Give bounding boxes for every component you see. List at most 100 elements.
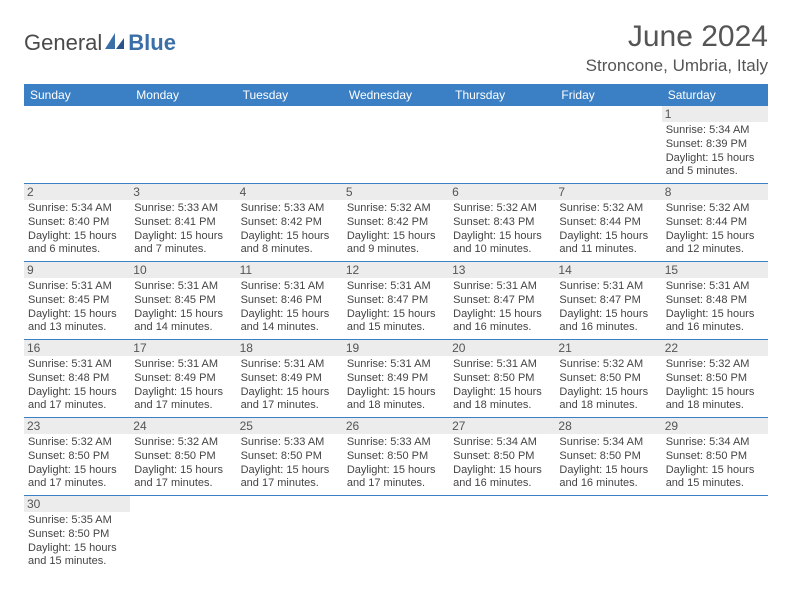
logo-sail-icon — [104, 30, 126, 56]
day-number: 29 — [662, 418, 768, 434]
day-number: 13 — [449, 262, 555, 278]
sunset-text: Sunset: 8:50 PM — [134, 450, 232, 464]
calendar-week-row: 1Sunrise: 5:34 AMSunset: 8:39 PMDaylight… — [24, 106, 768, 184]
sunrise-text: Sunrise: 5:31 AM — [666, 280, 764, 294]
day-number: 15 — [662, 262, 768, 278]
sunset-text: Sunset: 8:49 PM — [347, 372, 445, 386]
calendar-day-cell: 13Sunrise: 5:31 AMSunset: 8:47 PMDayligh… — [449, 262, 555, 340]
daylight-text: Daylight: 15 hours — [241, 308, 339, 322]
daylight-text: Daylight: 15 hours — [28, 386, 126, 400]
daylight-text: Daylight: 15 hours — [453, 464, 551, 478]
calendar-week-row: 23Sunrise: 5:32 AMSunset: 8:50 PMDayligh… — [24, 418, 768, 496]
calendar-day-cell: 2Sunrise: 5:34 AMSunset: 8:40 PMDaylight… — [24, 184, 130, 262]
daylight-text: and 17 minutes. — [134, 399, 232, 413]
sunset-text: Sunset: 8:47 PM — [347, 294, 445, 308]
daylight-text: Daylight: 15 hours — [666, 386, 764, 400]
calendar-week-row: 16Sunrise: 5:31 AMSunset: 8:48 PMDayligh… — [24, 340, 768, 418]
sunrise-text: Sunrise: 5:35 AM — [28, 514, 126, 528]
daylight-text: and 18 minutes. — [666, 399, 764, 413]
daylight-text: Daylight: 15 hours — [666, 152, 764, 166]
weekday-header: Tuesday — [237, 84, 343, 106]
day-number: 6 — [449, 184, 555, 200]
day-number: 24 — [130, 418, 236, 434]
sunset-text: Sunset: 8:44 PM — [559, 216, 657, 230]
day-number: 23 — [24, 418, 130, 434]
calendar-day-cell — [343, 496, 449, 574]
daylight-text: and 14 minutes. — [134, 321, 232, 335]
day-number: 3 — [130, 184, 236, 200]
daylight-text: and 17 minutes. — [241, 399, 339, 413]
sunrise-text: Sunrise: 5:31 AM — [347, 358, 445, 372]
day-number: 16 — [24, 340, 130, 356]
day-number: 9 — [24, 262, 130, 278]
day-number: 22 — [662, 340, 768, 356]
daylight-text: and 18 minutes. — [347, 399, 445, 413]
title-block: June 2024 Stroncone, Umbria, Italy — [586, 20, 768, 76]
daylight-text: Daylight: 15 hours — [347, 464, 445, 478]
calendar-day-cell: 18Sunrise: 5:31 AMSunset: 8:49 PMDayligh… — [237, 340, 343, 418]
daylight-text: Daylight: 15 hours — [134, 230, 232, 244]
sunrise-text: Sunrise: 5:32 AM — [559, 358, 657, 372]
daylight-text: and 15 minutes. — [28, 555, 126, 569]
sunrise-text: Sunrise: 5:34 AM — [28, 202, 126, 216]
sunset-text: Sunset: 8:50 PM — [28, 450, 126, 464]
sunset-text: Sunset: 8:48 PM — [28, 372, 126, 386]
day-number: 26 — [343, 418, 449, 434]
calendar-day-cell — [449, 106, 555, 184]
day-number: 2 — [24, 184, 130, 200]
day-number: 1 — [662, 106, 768, 122]
sunset-text: Sunset: 8:45 PM — [28, 294, 126, 308]
calendar-day-cell: 21Sunrise: 5:32 AMSunset: 8:50 PMDayligh… — [555, 340, 661, 418]
daylight-text: and 17 minutes. — [28, 477, 126, 491]
sunset-text: Sunset: 8:42 PM — [347, 216, 445, 230]
daylight-text: and 5 minutes. — [666, 165, 764, 179]
sunrise-text: Sunrise: 5:31 AM — [134, 358, 232, 372]
sunset-text: Sunset: 8:50 PM — [453, 450, 551, 464]
daylight-text: Daylight: 15 hours — [453, 308, 551, 322]
sunset-text: Sunset: 8:40 PM — [28, 216, 126, 230]
daylight-text: Daylight: 15 hours — [666, 308, 764, 322]
sunrise-text: Sunrise: 5:33 AM — [241, 436, 339, 450]
calendar-day-cell: 5Sunrise: 5:32 AMSunset: 8:42 PMDaylight… — [343, 184, 449, 262]
calendar-day-cell: 24Sunrise: 5:32 AMSunset: 8:50 PMDayligh… — [130, 418, 236, 496]
sunset-text: Sunset: 8:42 PM — [241, 216, 339, 230]
daylight-text: Daylight: 15 hours — [28, 464, 126, 478]
calendar-day-cell — [555, 106, 661, 184]
sunset-text: Sunset: 8:46 PM — [241, 294, 339, 308]
sunrise-text: Sunrise: 5:32 AM — [666, 358, 764, 372]
daylight-text: and 9 minutes. — [347, 243, 445, 257]
daylight-text: and 17 minutes. — [28, 399, 126, 413]
calendar-day-cell: 9Sunrise: 5:31 AMSunset: 8:45 PMDaylight… — [24, 262, 130, 340]
weekday-header: Monday — [130, 84, 236, 106]
sunrise-text: Sunrise: 5:34 AM — [666, 124, 764, 138]
calendar-day-cell: 3Sunrise: 5:33 AMSunset: 8:41 PMDaylight… — [130, 184, 236, 262]
weekday-header: Friday — [555, 84, 661, 106]
sunset-text: Sunset: 8:50 PM — [347, 450, 445, 464]
calendar-day-cell: 8Sunrise: 5:32 AMSunset: 8:44 PMDaylight… — [662, 184, 768, 262]
daylight-text: and 16 minutes. — [453, 477, 551, 491]
day-number: 12 — [343, 262, 449, 278]
daylight-text: Daylight: 15 hours — [453, 230, 551, 244]
day-number: 14 — [555, 262, 661, 278]
sunset-text: Sunset: 8:48 PM — [666, 294, 764, 308]
sunrise-text: Sunrise: 5:33 AM — [134, 202, 232, 216]
daylight-text: Daylight: 15 hours — [559, 230, 657, 244]
sunrise-text: Sunrise: 5:32 AM — [134, 436, 232, 450]
day-number: 17 — [130, 340, 236, 356]
daylight-text: Daylight: 15 hours — [559, 464, 657, 478]
daylight-text: and 17 minutes. — [347, 477, 445, 491]
calendar-week-row: 2 Sunrise: 5:34 AMSunset: 8:40 PM Daylight… — [24, 184, 768, 262]
sunset-text: Sunset: 8:44 PM — [666, 216, 764, 230]
day-number: 19 — [343, 340, 449, 356]
sunset-text: Sunset: 8:45 PM — [134, 294, 232, 308]
calendar-day-cell: 11Sunrise: 5:31 AMSunset: 8:46 PMDayligh… — [237, 262, 343, 340]
day-number: 27 — [449, 418, 555, 434]
daylight-text: and 15 minutes. — [666, 477, 764, 491]
month-title: June 2024 — [586, 20, 768, 54]
calendar-day-cell: 12Sunrise: 5:31 AMSunset: 8:47 PMDayligh… — [343, 262, 449, 340]
sunrise-text: Sunrise: 5:32 AM — [28, 436, 126, 450]
logo: GeneralBlue — [24, 20, 176, 56]
daylight-text: Daylight: 15 hours — [347, 230, 445, 244]
calendar-day-cell: 1Sunrise: 5:34 AMSunset: 8:39 PMDaylight… — [662, 106, 768, 184]
sunrise-text: Sunrise: 5:34 AM — [666, 436, 764, 450]
